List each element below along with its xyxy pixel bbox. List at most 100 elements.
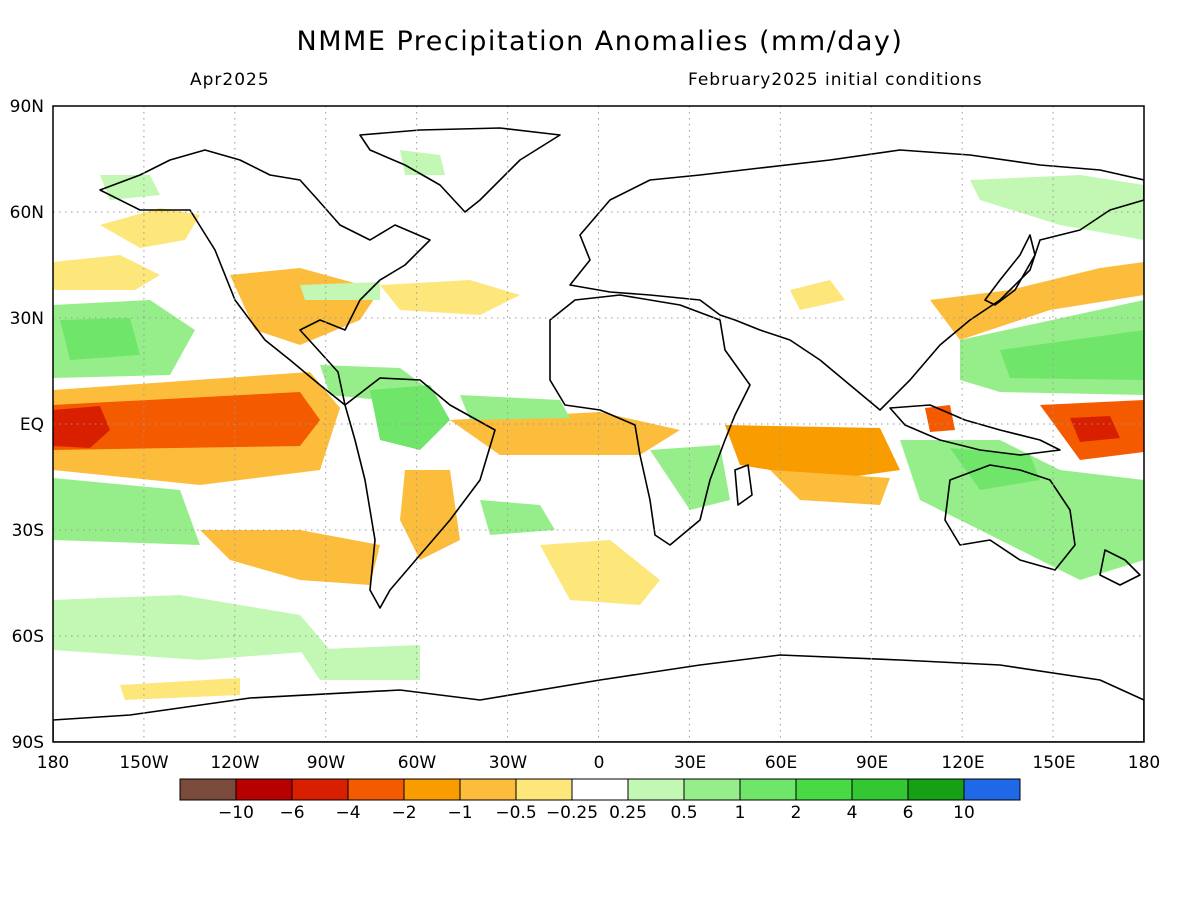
coastline-antarctica [53,654,1144,742]
colorbar-swatch [571,778,629,801]
anomaly-fields [53,150,1144,700]
dry-field-east-asia [790,280,845,310]
colorbar-tick-label: −4 [335,803,360,823]
lat-label: 90S [12,733,44,753]
wet-field-siberia [970,175,1144,240]
coastline-south-america [344,377,496,609]
lat-label: 30S [12,521,44,541]
lon-label: 0 [594,753,605,773]
dotted-gridlines [53,106,1144,742]
colorbar-tick-label: 0.5 [670,803,697,823]
wet-field-greenland [400,150,445,175]
colorbar-swatch [963,778,1021,801]
valid-month-label: Apr2025 [190,70,270,90]
colorbar-swatch [403,778,461,801]
wet-field-central-pacific-north-core [60,318,140,360]
lon-label: 30W [489,753,528,773]
colorbar-tick-label: 2 [791,803,802,823]
coastline-japan [984,234,1036,306]
colorbar-swatch [851,778,909,801]
lon-label: 120E [941,753,984,773]
wet-field-africa [650,445,730,510]
lon-label: 60E [765,753,797,773]
dry-field-eq-pacific-max [53,406,110,448]
chart-title: NMME Precipitation Anomalies (mm/day) [296,26,904,57]
lon-label: 30E [674,753,706,773]
lat-label: 60N [10,203,44,223]
coastlines [53,127,1144,742]
colorbar-swatch [347,778,405,801]
colorbar-swatch [683,778,741,801]
map-frame [52,105,1145,743]
colorbar-swatch [291,778,349,801]
lon-label: 180 [1128,753,1160,773]
wet-field-canada [100,175,160,200]
dry-field-eq-atlantic [450,412,680,455]
colorbar-tick-labels: −10 −6 −4 −2 −1 −0.5 −0.25 0.25 0.5 1 2 … [218,803,975,823]
lon-label: 180 [37,753,69,773]
lat-label: 90N [10,97,44,117]
coastline-australia [944,464,1076,571]
lon-label: 150E [1032,753,1075,773]
colorbar-swatch [459,778,517,801]
lat-label: 60S [12,627,44,647]
dry-field-north-pacific [53,255,160,290]
wet-field-north-atlantic [300,282,380,300]
colorbar-tick-label: 6 [903,803,914,823]
wet-field-west-pacific-core [1000,330,1144,380]
colorbar-tick-label: −6 [279,803,304,823]
dry-field-gulf-of-alaska [100,208,200,248]
dry-field-south-america [400,470,460,560]
dry-field-southern-ocean [120,678,240,700]
dry-field-indian-ocean [725,425,900,480]
colorbar-tick-label: −0.5 [495,803,536,823]
colorbar-tick-label: 0.25 [609,803,647,823]
wet-field-maritime-continent [900,440,1144,580]
colorbar-tick-label: −0.25 [546,803,598,823]
coastline-north-america [99,149,431,406]
wet-field-atlantic-itcz [460,395,570,420]
colorbar-swatch [627,778,685,801]
wet-field-south-pacific [53,478,200,545]
wet-field-high-lat-pacific [53,595,330,660]
dry-field-eq-pacific-core [53,392,320,450]
lon-label: 120W [210,753,259,773]
latitude-axis-labels: 90N 60N 30N EQ 30S 60S 90S [10,97,44,753]
colorbar-tick-label: −2 [391,803,416,823]
dry-field-north-atlantic [380,280,520,315]
dry-field-south-atlantic [540,540,660,605]
colorbar-tick-label: −10 [218,803,254,823]
lon-label: 150W [119,753,168,773]
lon-label: 90W [307,753,346,773]
lon-label: 90E [856,753,888,773]
dry-field-indian-ocean-south [770,470,890,505]
colorbar-swatch [515,778,573,801]
colorbar-swatch [235,778,293,801]
coastline-greenland [359,127,561,213]
dry-field-west-pacific-max [1070,416,1120,442]
longitude-axis-labels: 180 150W 120W 90W 60W 30W 0 30E 60E 90E … [37,753,1160,773]
lat-label: 30N [10,309,44,329]
colorbar-swatch [179,778,237,801]
coastline-eurasia [569,149,1144,411]
lon-label: 60W [398,753,437,773]
colorbar [179,778,1021,801]
init-conditions-label: February2025 initial conditions [688,70,983,90]
dry-field-south-pacific [200,530,380,585]
coastline-maritime-continent [889,404,1061,456]
coastline-new-zealand [1099,549,1141,586]
wet-field-maritime-continent-core [950,448,1040,490]
colorbar-tick-label: 4 [847,803,858,823]
wet-field-antarctic-coast [300,645,420,680]
colorbar-tick-label: 1 [735,803,746,823]
colorbar-tick-label: −1 [447,803,472,823]
colorbar-swatch [907,778,965,801]
lat-label: EQ [20,415,44,435]
wet-field-amazon [370,385,450,450]
colorbar-tick-label: 10 [953,803,975,823]
coastline-madagascar [734,464,753,506]
dry-field-kuroshio [930,262,1144,340]
colorbar-swatch [739,778,797,801]
coastline-africa [549,294,751,546]
